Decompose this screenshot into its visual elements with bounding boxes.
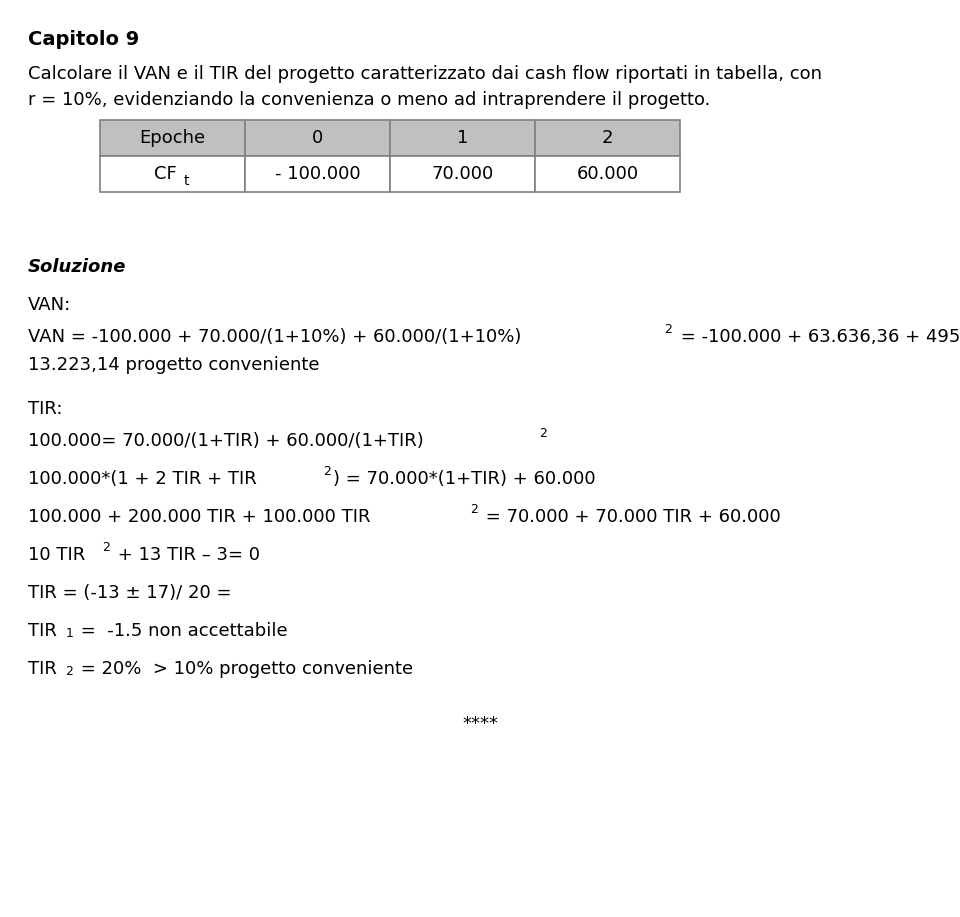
Text: + 13 TIR – 3= 0: + 13 TIR – 3= 0: [112, 546, 260, 564]
Bar: [535, 120, 680, 156]
Text: ****: ****: [462, 715, 498, 733]
Text: Soluzione: Soluzione: [28, 258, 127, 276]
Text: =  -1.5 non accettabile: = -1.5 non accettabile: [76, 622, 288, 640]
Text: 2: 2: [602, 129, 613, 147]
Bar: [245, 120, 390, 156]
Text: 2: 2: [102, 541, 109, 554]
Bar: [535, 156, 680, 192]
Text: 1: 1: [65, 627, 73, 640]
Text: 100.000*(1 + 2 TIR + TIR: 100.000*(1 + 2 TIR + TIR: [28, 470, 256, 488]
Text: = 70.000 + 70.000 TIR + 60.000: = 70.000 + 70.000 TIR + 60.000: [480, 508, 780, 526]
Text: 100.000 + 200.000 TIR + 100.000 TIR: 100.000 + 200.000 TIR + 100.000 TIR: [28, 508, 371, 526]
Text: CF: CF: [155, 165, 177, 183]
Text: = 20%  > 10% progetto conveniente: = 20% > 10% progetto conveniente: [76, 660, 414, 678]
Text: TIR:: TIR:: [28, 400, 62, 418]
Text: 100.000= 70.000/(1+TIR) + 60.000/(1+TIR): 100.000= 70.000/(1+TIR) + 60.000/(1+TIR): [28, 432, 423, 450]
Text: Epoche: Epoche: [139, 129, 205, 147]
Text: r = 10%, evidenziando la convenienza o meno ad intraprendere il progetto.: r = 10%, evidenziando la convenienza o m…: [28, 91, 710, 109]
Text: Capitolo 9: Capitolo 9: [28, 30, 139, 49]
Text: 2: 2: [664, 323, 673, 336]
Text: - 100.000: - 100.000: [275, 165, 360, 183]
Text: TIR: TIR: [28, 622, 57, 640]
Text: 0: 0: [312, 129, 324, 147]
Text: VAN:: VAN:: [28, 296, 71, 314]
Bar: [245, 156, 390, 192]
Bar: [390, 156, 535, 192]
Text: 2: 2: [324, 465, 331, 478]
Text: 70.000: 70.000: [431, 165, 493, 183]
Text: 2: 2: [539, 427, 546, 440]
Bar: [390, 120, 535, 156]
Text: TIR = (-13 ± 17)/ 20 =: TIR = (-13 ± 17)/ 20 =: [28, 584, 231, 602]
Bar: [100, 120, 245, 156]
Text: 13.223,14 progetto conveniente: 13.223,14 progetto conveniente: [28, 356, 320, 374]
Text: t: t: [183, 174, 189, 188]
Text: Calcolare il VAN e il TIR del progetto caratterizzato dai cash flow riportati in: Calcolare il VAN e il TIR del progetto c…: [28, 65, 822, 83]
Text: 10 TIR: 10 TIR: [28, 546, 85, 564]
Text: ) = 70.000*(1+TIR) + 60.000: ) = 70.000*(1+TIR) + 60.000: [333, 470, 596, 488]
Text: 2: 2: [470, 503, 478, 516]
Text: 60.000: 60.000: [576, 165, 638, 183]
Bar: [100, 156, 245, 192]
Text: 2: 2: [65, 665, 73, 678]
Text: 1: 1: [457, 129, 468, 147]
Text: TIR: TIR: [28, 660, 57, 678]
Text: = -100.000 + 63.636,36 + 49586,78 =: = -100.000 + 63.636,36 + 49586,78 =: [675, 328, 960, 346]
Text: VAN = -100.000 + 70.000/(1+10%) + 60.000/(1+10%): VAN = -100.000 + 70.000/(1+10%) + 60.000…: [28, 328, 521, 346]
